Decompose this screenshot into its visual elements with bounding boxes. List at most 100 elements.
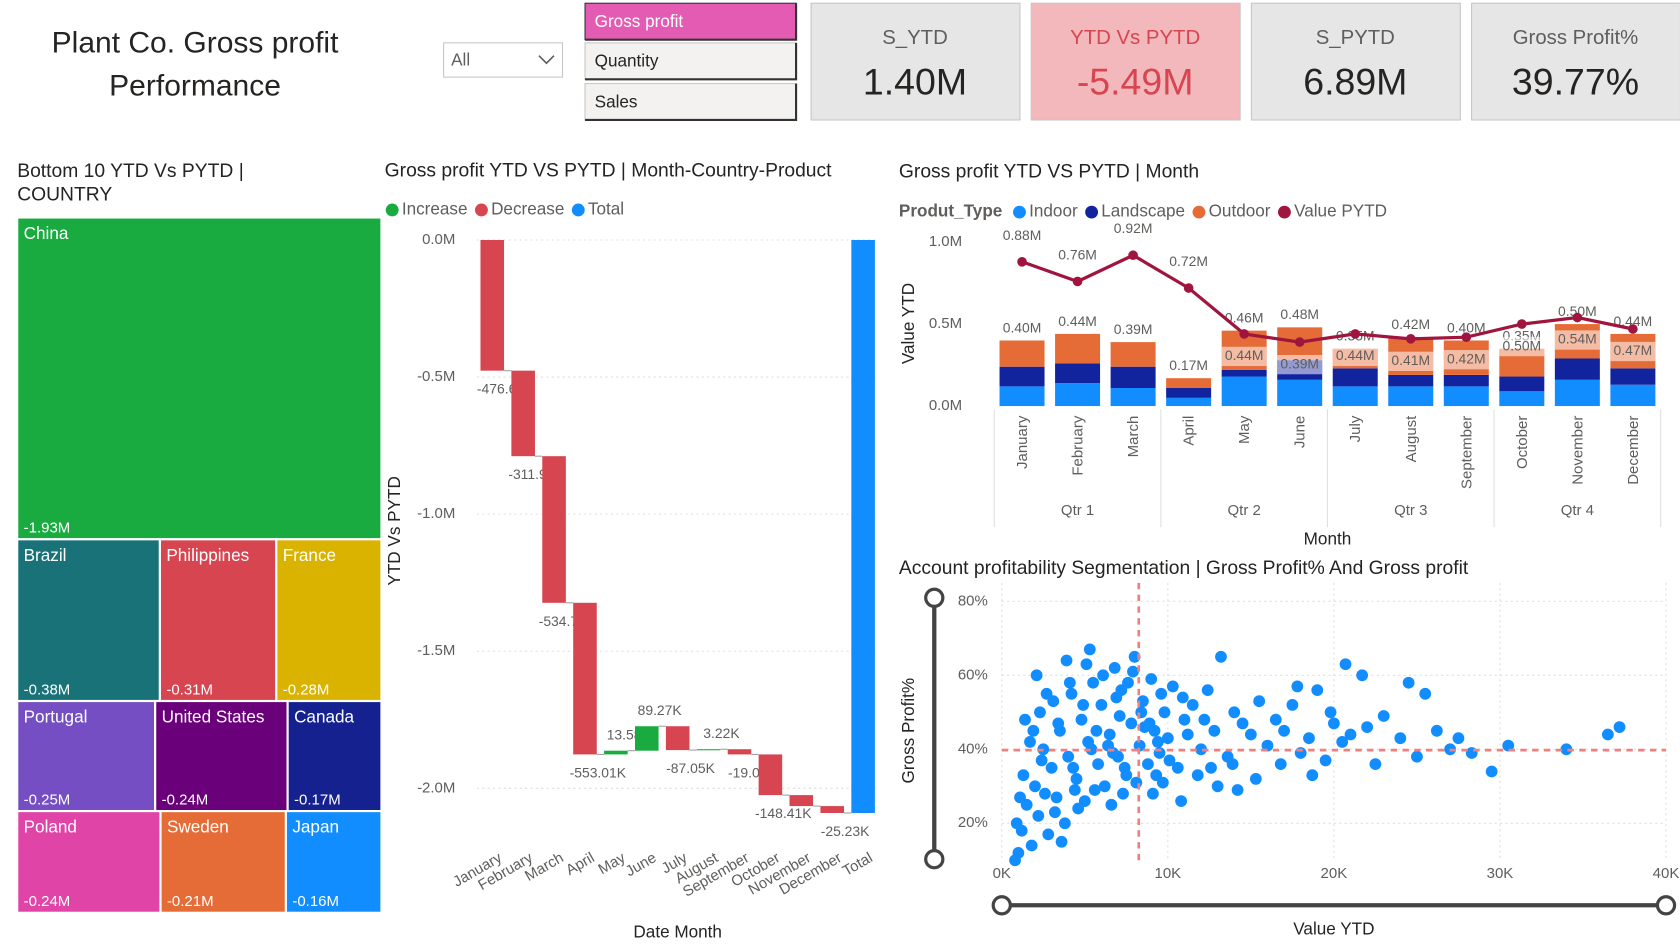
scatter-point: [1361, 721, 1373, 733]
slider-handle[interactable]: [924, 587, 945, 608]
y-axis-title: Value YTD: [898, 283, 918, 364]
slicer[interactable]: All: [443, 42, 564, 78]
kpi-value: 1.40M: [863, 61, 967, 103]
stacked-bar: [999, 366, 1045, 387]
scatter-point: [1017, 769, 1030, 782]
y-tick-label: 0.0M: [422, 231, 455, 248]
stacked-bar: [1554, 379, 1600, 407]
slider-handle[interactable]: [991, 895, 1012, 916]
y-tick-label: -1.0M: [417, 505, 455, 522]
data-label: -553.01K: [570, 764, 627, 780]
line-label: 0.92M: [1114, 220, 1153, 236]
slicer-value[interactable]: All: [451, 50, 470, 70]
label-box: [1499, 336, 1545, 357]
scatter-point: [1067, 761, 1080, 774]
toggle-button[interactable]: [584, 2, 797, 41]
treemap-tile: [16, 699, 157, 813]
button-label[interactable]: Gross profit: [595, 11, 684, 31]
scatter-point: [1269, 713, 1282, 726]
stacked-bar: [1055, 363, 1101, 384]
scatter-point: [1175, 795, 1188, 807]
page-title-box: Plant Co. Gross profit Performance: [52, 26, 339, 102]
line-point: [1072, 276, 1083, 287]
line-label: 0.50M: [1502, 337, 1541, 353]
scatter-point: [1075, 713, 1088, 726]
treemap-tile: [154, 699, 289, 813]
toggle-button[interactable]: [584, 42, 797, 80]
scatter-point: [1143, 717, 1156, 730]
scatter-point: [1291, 680, 1304, 693]
scatter-point: [1485, 765, 1498, 778]
data-label: 3.22K: [703, 725, 740, 741]
scatter-point: [1055, 835, 1068, 848]
slider-handle[interactable]: [924, 849, 945, 870]
x-tick-label: June: [623, 849, 660, 880]
x-tick-label: 20K: [1321, 865, 1348, 882]
scatter-point: [1286, 699, 1299, 711]
scatter-point: [1274, 758, 1287, 770]
total-label: 0.40M: [1447, 319, 1486, 335]
tile-value: -0.25M: [24, 791, 71, 808]
stacked-bar: [1443, 386, 1489, 407]
scatter-point: [1171, 761, 1184, 774]
slicer-chevron[interactable]: [538, 55, 555, 65]
kpi-value: 39.77%: [1512, 61, 1639, 103]
scatter-point: [1088, 784, 1101, 796]
tile-label: China: [24, 223, 69, 243]
label-box: [1332, 346, 1378, 367]
scatter-point: [1278, 724, 1290, 737]
line-label: 0.41M: [1391, 352, 1430, 368]
scatter-point: [1205, 761, 1217, 774]
total-label: 0.42M: [1391, 316, 1430, 332]
scatter-point: [1113, 710, 1126, 722]
legend-marker: [475, 203, 488, 217]
scatter-point: [1226, 758, 1239, 770]
kpi-value: 6.89M: [1303, 61, 1407, 103]
line-point: [1628, 324, 1638, 334]
scatter-point: [1158, 706, 1171, 719]
scatter-point: [1244, 728, 1257, 741]
label-box: [1554, 330, 1600, 350]
scatter-point: [1068, 784, 1081, 796]
x-range-slider[interactable]: [991, 895, 1677, 916]
scatter-point: [1080, 658, 1093, 671]
line-point: [1017, 256, 1027, 267]
treemap-tile: [286, 699, 383, 813]
tile-label: Canada: [294, 707, 354, 727]
kpi-value: -5.49M: [1077, 61, 1194, 103]
scatter-point: [1339, 658, 1352, 671]
scatter-point: [1009, 854, 1021, 867]
scatter-point: [1105, 798, 1118, 811]
x-tick-label: February: [1070, 415, 1087, 475]
legend-marker: [1085, 205, 1099, 219]
stacked-bar: [1110, 366, 1156, 389]
x-tick-label: Total: [840, 849, 876, 880]
line-label: 0.42M: [1447, 350, 1486, 366]
scatter-point: [1045, 761, 1058, 774]
x-tick-label: January: [1014, 415, 1031, 469]
button-label[interactable]: Quantity: [595, 51, 659, 71]
scatter-point: [1034, 706, 1046, 719]
legend-label: Indoor: [1029, 201, 1078, 221]
scatter-point: [1336, 736, 1349, 748]
scatter-point: [1029, 780, 1041, 793]
line-point: [1183, 283, 1194, 293]
legend-label: Increase: [402, 199, 468, 219]
treemap-tile: [159, 810, 287, 914]
stacked-bar: [1499, 391, 1545, 407]
x-tick-label: October: [1514, 416, 1531, 469]
stacked-bar: [1554, 358, 1600, 380]
slider-handle[interactable]: [1655, 895, 1677, 916]
data-label: -87.05K: [666, 760, 715, 776]
legend-label: Value PYTD: [1294, 201, 1387, 221]
line-point: [1350, 329, 1361, 339]
button-label[interactable]: Sales: [595, 91, 638, 111]
y-range-slider[interactable]: [924, 587, 945, 870]
y-tick-label: 80%: [958, 592, 988, 609]
y-tick-label: 60%: [958, 666, 988, 683]
stacked-bar: [1610, 368, 1656, 385]
y-tick-label: -0.5M: [417, 368, 455, 385]
scatter-point: [1077, 699, 1090, 711]
scatter-point: [1127, 665, 1139, 678]
scatter-point: [1130, 776, 1143, 789]
